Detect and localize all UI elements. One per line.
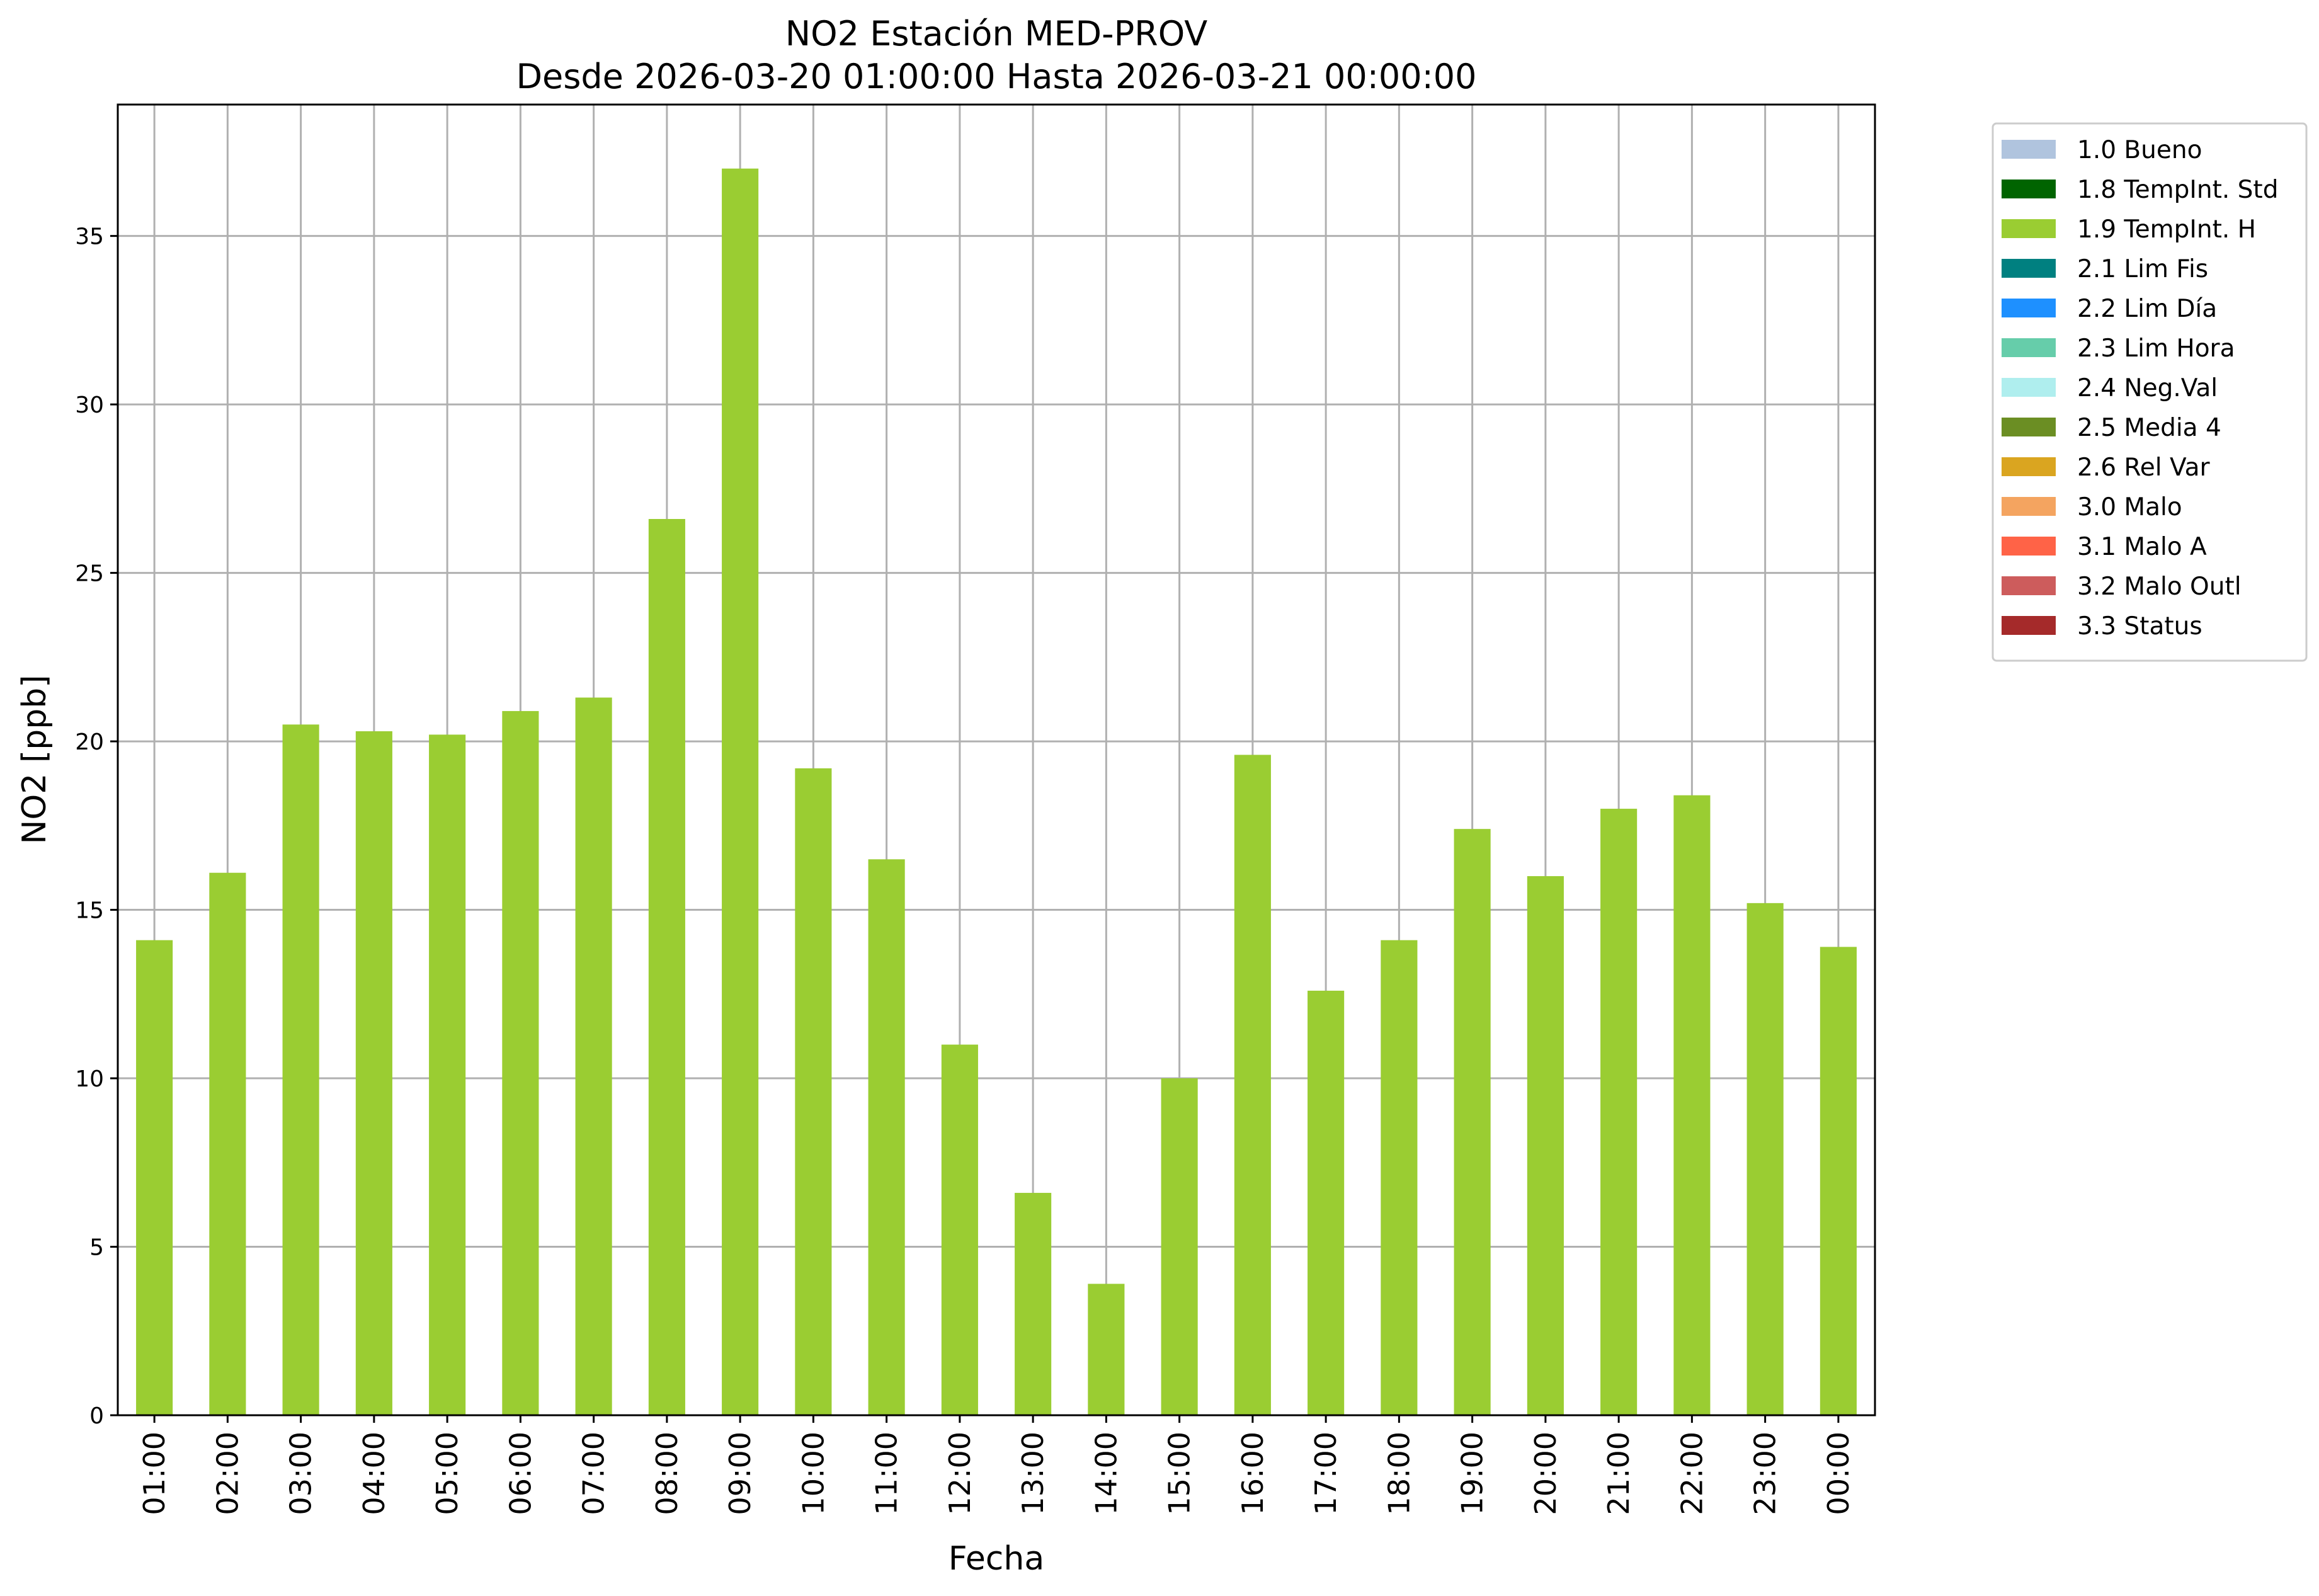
x-tick-label: 16:00	[1236, 1432, 1270, 1515]
x-tick-label: 08:00	[650, 1432, 684, 1515]
legend-entry-label: 2.4 Neg.Val	[2077, 374, 2218, 402]
x-tick-label: 05:00	[430, 1432, 464, 1515]
x-tick-label: 03:00	[284, 1432, 318, 1515]
x-tick-label: 17:00	[1309, 1432, 1343, 1515]
x-tick-label: 14:00	[1089, 1432, 1123, 1515]
legend-entry-label: 2.1 Lim Fis	[2077, 255, 2208, 283]
legend-entry-label: 1.9 TempInt. H	[2077, 215, 2256, 244]
bar-1200	[941, 1044, 978, 1415]
legend-entry-label: 1.0 Bueno	[2077, 136, 2202, 164]
legend-swatch	[2002, 219, 2056, 238]
y-tick-label: 5	[89, 1235, 104, 1261]
bar-2100	[1600, 809, 1638, 1415]
bar-0600	[502, 710, 539, 1415]
bars	[136, 168, 1857, 1415]
y-axis: 0 5 10 15 20 25 30 35	[75, 224, 118, 1429]
y-tick-label: 15	[75, 898, 104, 924]
x-tick-label: 01:00	[137, 1432, 171, 1515]
x-axis: 01:00 02:00 03:00 04:00 05:00 06:00 07:00 08:00…	[137, 1415, 1855, 1515]
legend-frame	[1991, 122, 2308, 662]
legend-swatch	[2002, 497, 2056, 516]
legend-entry-label: 3.1 Malo A	[2077, 533, 2207, 561]
y-tick-label: 35	[75, 224, 104, 250]
x-axis-label: Fecha	[949, 1540, 1044, 1578]
bar-2200	[1673, 795, 1711, 1415]
bar-1500	[1161, 1078, 1198, 1415]
x-tick-label: 06:00	[503, 1432, 537, 1515]
legend-swatch	[2002, 338, 2056, 357]
x-tick-label: 22:00	[1675, 1432, 1709, 1515]
bar-0900	[722, 168, 759, 1415]
x-tick-label: 23:00	[1748, 1432, 1782, 1515]
bar-1800	[1381, 940, 1418, 1415]
legend-entry-label: 2.6 Rel Var	[2077, 453, 2211, 482]
x-tick-label: 21:00	[1602, 1432, 1636, 1515]
bar-1000	[795, 768, 832, 1415]
x-tick-label: 09:00	[723, 1432, 757, 1515]
bar-0500	[429, 734, 466, 1415]
bar-0100	[136, 940, 173, 1415]
y-tick-label: 10	[75, 1066, 104, 1092]
legend-swatch	[2002, 576, 2056, 595]
legend-swatch	[2002, 299, 2056, 317]
bar-0300	[282, 724, 319, 1415]
y-axis-label: NO2 [ppb]	[16, 675, 54, 844]
bar-0000	[1820, 947, 1857, 1415]
plot-frame	[117, 103, 1876, 1416]
legend-entry-label: 2.5 Media 4	[2077, 414, 2221, 442]
bar-1700	[1308, 990, 1345, 1415]
x-tick-label: 00:00	[1821, 1432, 1855, 1515]
legend-entry-label: 2.3 Lim Hora	[2077, 334, 2235, 363]
bar-2300	[1746, 903, 1784, 1415]
chart-title: NO2 Estación MED-PROV	[785, 14, 1207, 54]
legend-swatch	[2002, 378, 2056, 397]
bar-0800	[648, 519, 685, 1415]
x-tick-label: 11:00	[870, 1432, 904, 1515]
legend-swatch	[2002, 537, 2056, 556]
legend-swatch	[2002, 140, 2056, 159]
x-tick-label: 12:00	[943, 1432, 977, 1515]
legend-entry-label: 1.8 TempInt. Std	[2077, 176, 2278, 204]
x-tick-label: 18:00	[1382, 1432, 1416, 1515]
y-tick-label: 20	[75, 729, 104, 755]
legend-entry-label: 2.2 Lim Día	[2077, 295, 2217, 323]
legend-swatch	[2002, 259, 2056, 278]
y-tick-label: 30	[75, 392, 104, 418]
bar-1900	[1454, 829, 1491, 1415]
bar-1600	[1234, 755, 1271, 1415]
x-tick-label: 07:00	[577, 1432, 611, 1515]
legend-swatch	[2002, 180, 2056, 198]
legend-entry-label: 3.2 Malo Outl	[2077, 573, 2242, 601]
legend: 1.0 Bueno 1.8 TempInt. Std 1.9 TempInt. H 2…	[1991, 122, 2308, 662]
bar-1100	[868, 859, 905, 1415]
legend-entry-label: 3.0 Malo	[2077, 493, 2182, 522]
y-tick-label: 25	[75, 561, 104, 587]
bar-2000	[1527, 876, 1564, 1415]
x-tick-label: 20:00	[1529, 1432, 1563, 1515]
bar-0700	[575, 697, 612, 1415]
y-tick-label: 0	[89, 1403, 104, 1429]
chart-subtitle: Desde 2026-03-20 01:00:00 Hasta 2026-03-…	[516, 57, 1476, 96]
x-tick-label: 13:00	[1016, 1432, 1050, 1515]
bar-1300	[1015, 1192, 1052, 1415]
bar-1400	[1088, 1284, 1125, 1415]
legend-swatch	[2002, 418, 2056, 436]
bar-0200	[209, 872, 246, 1415]
x-tick-label: 15:00	[1163, 1432, 1197, 1515]
x-tick-label: 19:00	[1456, 1432, 1490, 1515]
legend-swatch	[2002, 457, 2056, 476]
x-tick-label: 04:00	[357, 1432, 391, 1515]
x-tick-label: 10:00	[796, 1432, 830, 1515]
legend-entry-label: 3.3 Status	[2077, 612, 2202, 641]
bar-0400	[355, 731, 392, 1415]
legend-swatch	[2002, 616, 2056, 635]
x-tick-label: 02:00	[210, 1432, 244, 1515]
